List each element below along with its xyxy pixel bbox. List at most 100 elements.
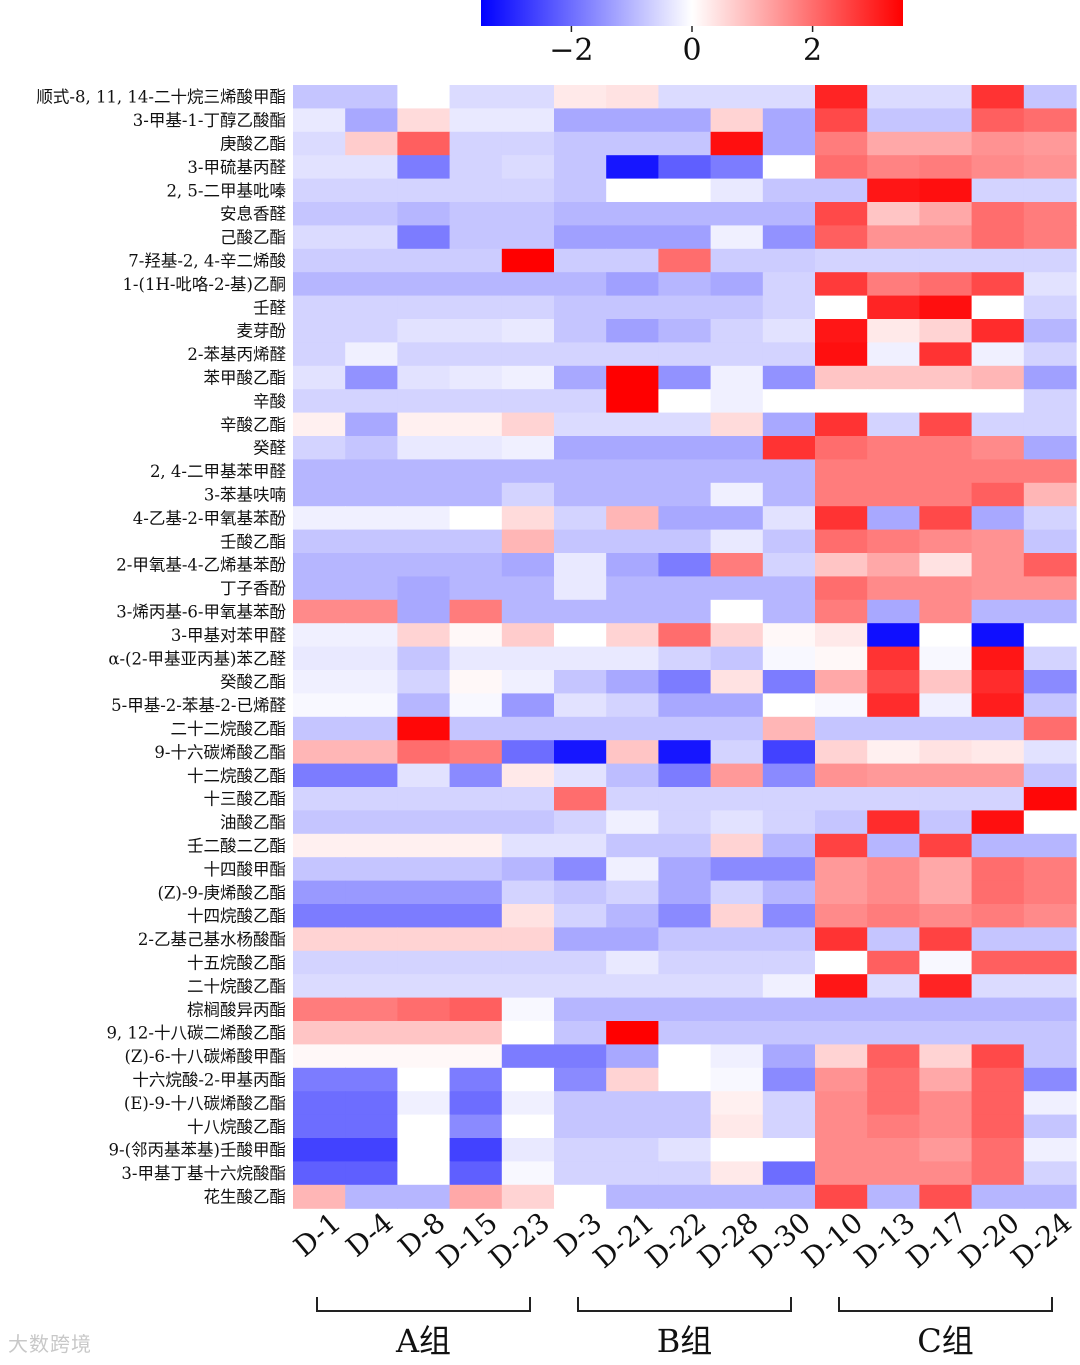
heatmap-cell — [501, 1044, 555, 1069]
heatmap-cell — [606, 904, 659, 928]
heatmap-cell — [293, 1138, 346, 1162]
heatmap-cell — [971, 389, 1025, 414]
heatmap-cell — [1023, 553, 1077, 577]
heatmap-cell — [867, 1138, 920, 1162]
group-bracket — [316, 1297, 531, 1312]
row-label: 十二烷酸乙酯 — [187, 766, 286, 785]
heatmap-cell — [449, 272, 503, 297]
heatmap-cell — [1023, 1067, 1077, 1092]
heatmap-cell — [710, 108, 764, 133]
heatmap-cell — [293, 810, 346, 835]
heatmap-cell — [449, 225, 503, 250]
heatmap-cell — [397, 412, 451, 437]
heatmap-cell — [1023, 131, 1077, 156]
heatmap-cell — [971, 108, 1025, 133]
heatmap-cell — [554, 553, 607, 577]
heatmap-cell — [1023, 763, 1077, 788]
heatmap-cell — [606, 1114, 659, 1139]
heatmap-cell — [397, 1184, 451, 1209]
heatmap-cell — [710, 155, 764, 180]
heatmap-cell — [1023, 974, 1077, 999]
heatmap-cell — [867, 459, 920, 484]
color-scale-tick-label: −2 — [549, 33, 593, 68]
heatmap-cell — [293, 436, 346, 460]
heatmap-cell — [293, 670, 346, 694]
heatmap-cell — [815, 740, 868, 765]
heatmap-cell — [554, 787, 607, 811]
heatmap-cell — [815, 1091, 868, 1116]
heatmap-cell — [815, 1067, 868, 1092]
heatmap-cell — [397, 576, 451, 601]
heatmap-cell — [971, 904, 1025, 928]
heatmap-cell — [971, 412, 1025, 437]
heatmap-cell — [710, 787, 764, 811]
row-label: 2-乙基己基水杨酸酯 — [138, 930, 286, 949]
heatmap-cell — [501, 1138, 555, 1162]
heatmap-cell — [971, 810, 1025, 835]
heatmap-cell — [1023, 904, 1077, 928]
heatmap-cell — [345, 225, 398, 250]
heatmap-cell — [658, 108, 712, 133]
heatmap-cell — [762, 740, 816, 765]
heatmap-cell — [345, 108, 398, 133]
heatmap-cell — [762, 108, 816, 133]
heatmap-cell — [762, 833, 816, 858]
heatmap-cell — [606, 763, 659, 788]
heatmap-cell — [658, 1044, 712, 1069]
heatmap-cell — [710, 482, 764, 507]
heatmap-cell — [606, 974, 659, 999]
heatmap-cell — [397, 693, 451, 718]
heatmap-cell — [710, 950, 764, 975]
heatmap-cell — [762, 202, 816, 226]
heatmap-cell — [919, 1161, 973, 1186]
heatmap-cell — [658, 787, 712, 811]
heatmap-cell — [449, 202, 503, 226]
heatmap-cell — [449, 295, 503, 320]
heatmap-cell — [501, 412, 555, 437]
heatmap-cell — [710, 506, 764, 531]
heatmap-cell — [762, 389, 816, 414]
heatmap-cell — [762, 155, 816, 180]
heatmap-cell — [867, 482, 920, 507]
heatmap-cell — [919, 319, 973, 343]
heatmap-cell — [449, 1091, 503, 1116]
heatmap-cell — [554, 202, 607, 226]
heatmap-cell — [710, 740, 764, 765]
heatmap-cell — [710, 693, 764, 718]
heatmap-cell — [606, 319, 659, 343]
heatmap-cell — [397, 599, 451, 624]
heatmap-cell — [606, 880, 659, 905]
heatmap-cell — [293, 1114, 346, 1139]
heatmap-cell — [501, 810, 555, 835]
heatmap-cell — [554, 1114, 607, 1139]
heatmap-cell — [1023, 529, 1077, 554]
heatmap-cell — [762, 1138, 816, 1162]
heatmap-cell — [397, 997, 451, 1022]
heatmap-cell — [501, 576, 555, 601]
column-label: D-24 — [1005, 1206, 1078, 1275]
heatmap-cell — [919, 365, 973, 390]
heatmap-cell — [345, 646, 398, 671]
heatmap-cell — [397, 833, 451, 858]
heatmap-cell — [815, 670, 868, 694]
heatmap-cell — [815, 248, 868, 273]
heatmap-cell — [606, 178, 659, 203]
heatmap-cell — [815, 389, 868, 414]
heatmap-cell — [449, 553, 503, 577]
heatmap-cell — [1023, 412, 1077, 437]
heatmap-cell — [554, 623, 607, 648]
row-label: 庚酸乙酯 — [220, 135, 286, 154]
heatmap-cell — [815, 997, 868, 1022]
row-label: 二十烷酸乙酯 — [187, 977, 286, 996]
heatmap-cell — [762, 319, 816, 343]
row-label: 壬醛 — [253, 298, 287, 317]
heatmap-cell — [867, 927, 920, 952]
heatmap-cell — [867, 436, 920, 460]
heatmap-cell — [762, 459, 816, 484]
heatmap-cell — [971, 857, 1025, 882]
heatmap-cell — [606, 85, 659, 109]
column-label: D-4 — [340, 1206, 400, 1264]
heatmap-cell — [554, 950, 607, 975]
heatmap-cell — [658, 1138, 712, 1162]
heatmap-cell — [658, 857, 712, 882]
